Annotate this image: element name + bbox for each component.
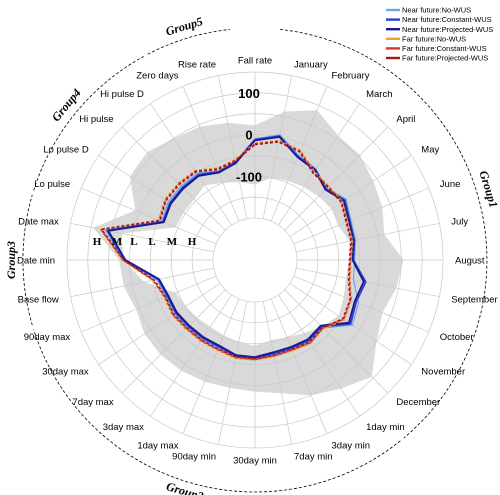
category-label: 1day max bbox=[137, 440, 178, 451]
grid-spoke bbox=[296, 267, 440, 298]
category-label: December bbox=[396, 397, 440, 408]
category-label: Fall rate bbox=[238, 56, 272, 67]
category-label: September bbox=[451, 295, 497, 306]
legend-label-1: Near future:No-WUS bbox=[402, 6, 471, 15]
hml-label: M bbox=[167, 236, 178, 248]
category-label: 7day min bbox=[294, 452, 333, 463]
grid-ring bbox=[212, 217, 298, 303]
category-label: Hi pulse D bbox=[100, 89, 144, 100]
grid-spoke bbox=[293, 187, 429, 245]
grid-spoke bbox=[182, 86, 240, 222]
series-line-3 bbox=[107, 136, 365, 359]
legend-label-6: Far future:Projected-WUS bbox=[402, 54, 488, 63]
category-label: 90day max bbox=[24, 332, 71, 343]
grid-spoke bbox=[121, 289, 226, 394]
tick-label: 100 bbox=[238, 86, 260, 101]
grid-spoke bbox=[262, 301, 293, 445]
axis-labels: Fall rate January February March April May Jun… bbox=[17, 56, 498, 467]
grid-spoke bbox=[217, 75, 248, 219]
group-arc-1 bbox=[279, 29, 488, 439]
tick-label: -100 bbox=[236, 169, 262, 184]
category-label: Rise rate bbox=[178, 59, 216, 70]
category-label: February bbox=[332, 71, 370, 82]
group-label-2: Group2 bbox=[165, 479, 205, 495]
category-label: August bbox=[455, 256, 485, 267]
hml-label: H bbox=[188, 236, 197, 248]
category-label: November bbox=[421, 367, 465, 378]
legend-label-2: Near future:Constant-WUS bbox=[402, 15, 492, 24]
grid-spoke bbox=[150, 294, 232, 417]
category-label: July bbox=[451, 217, 468, 228]
grid-spoke bbox=[296, 222, 440, 253]
category-label: March bbox=[366, 89, 392, 100]
category-label: April bbox=[396, 114, 415, 125]
category-label: Hi pulse bbox=[79, 114, 113, 125]
grid-spoke bbox=[284, 289, 389, 394]
grid-spoke bbox=[182, 298, 240, 434]
grid-spoke bbox=[284, 126, 389, 231]
hml-label: L bbox=[130, 236, 137, 248]
category-label: Date min bbox=[17, 256, 55, 267]
category-label: Lo pulse D bbox=[43, 144, 89, 155]
tick-labels: 100 0 -100 bbox=[236, 86, 262, 184]
group-arc-5 bbox=[147, 29, 231, 55]
grid-spoke bbox=[270, 298, 328, 434]
grid-spoke bbox=[278, 294, 360, 417]
series-line-6 bbox=[100, 141, 352, 360]
category-label: 7day max bbox=[72, 397, 113, 408]
grid-spoke bbox=[217, 301, 248, 445]
series-lines bbox=[99, 134, 367, 361]
series-line-5 bbox=[100, 140, 353, 361]
category-label: June bbox=[440, 179, 461, 190]
grid-spoke bbox=[289, 155, 412, 237]
series-line-4 bbox=[99, 139, 354, 361]
category-label: Base flow bbox=[18, 295, 59, 306]
category-label: May bbox=[421, 144, 439, 155]
group-arc-4 bbox=[33, 56, 144, 191]
category-label: Date max bbox=[18, 217, 59, 228]
category-label: January bbox=[294, 59, 328, 70]
hml-label: M bbox=[112, 236, 123, 248]
tick-label: 0 bbox=[245, 128, 252, 143]
group-label-5: Group5 bbox=[164, 14, 204, 38]
grid-spoke bbox=[98, 155, 221, 237]
category-label: October bbox=[440, 332, 474, 343]
range-band-area bbox=[93, 110, 404, 396]
grid-spoke bbox=[278, 103, 360, 226]
radial-grid bbox=[66, 71, 444, 449]
grid-spoke bbox=[81, 275, 217, 333]
grid-spoke bbox=[81, 187, 217, 245]
category-label: 90day min bbox=[172, 452, 216, 463]
grid-spoke bbox=[98, 283, 221, 365]
hml-label: L bbox=[148, 236, 155, 248]
legend-label-5: Far future:Constant-WUS bbox=[402, 44, 487, 53]
category-label: 3day max bbox=[103, 422, 144, 433]
grid-spoke bbox=[121, 126, 226, 231]
grid-spoke bbox=[70, 222, 214, 253]
group-arc-3 bbox=[22, 194, 33, 326]
category-label: 30day min bbox=[233, 456, 277, 467]
grid-spoke bbox=[70, 267, 214, 298]
series-line-1 bbox=[104, 134, 360, 361]
category-label: 3day min bbox=[332, 440, 371, 451]
group-label-3: Group3 bbox=[4, 241, 18, 279]
category-label: Lo pulse bbox=[34, 179, 70, 190]
hml-label: H bbox=[93, 236, 102, 248]
grid-spoke bbox=[293, 275, 429, 333]
legend-label-4: Far future:No-WUS bbox=[402, 34, 466, 43]
range-band bbox=[93, 110, 404, 396]
grid-spoke bbox=[270, 86, 328, 222]
grid-spoke bbox=[150, 103, 232, 226]
category-label: 30day max bbox=[42, 367, 89, 378]
grid-spoke bbox=[262, 75, 293, 219]
category-label: Zero days bbox=[136, 71, 178, 82]
category-label: 1day min bbox=[366, 422, 405, 433]
group-arc-2 bbox=[33, 329, 401, 493]
legend-label-3: Near future:Projected-WUS bbox=[402, 25, 493, 34]
